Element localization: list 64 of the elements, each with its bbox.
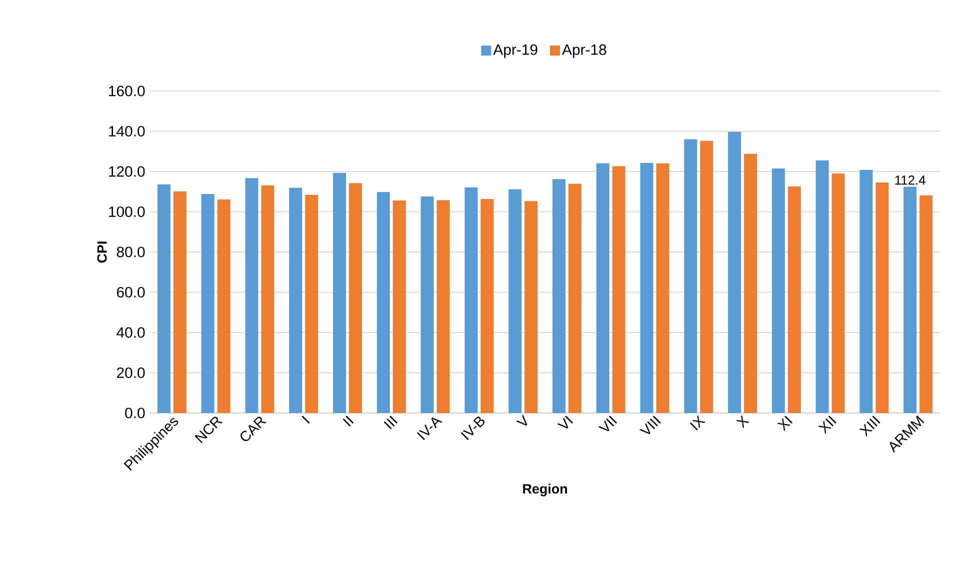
bar <box>157 184 170 413</box>
bar <box>612 166 626 413</box>
bar <box>816 160 829 413</box>
bar <box>289 188 302 413</box>
y-tick-label: 160.0 <box>109 86 145 96</box>
legend-label: Apr-18 <box>562 44 606 58</box>
bar <box>920 195 933 413</box>
y-tick-label: 20.0 <box>116 367 145 378</box>
y-tick-label: 40.0 <box>116 327 145 338</box>
bar <box>305 194 318 413</box>
bar <box>261 185 274 413</box>
x-tick-label: IX <box>690 415 706 430</box>
bar <box>333 172 346 413</box>
bar <box>640 162 654 413</box>
bar <box>480 199 494 413</box>
bar <box>700 140 714 413</box>
data-label: 112.4 <box>895 176 926 185</box>
x-tick-label: V <box>516 414 528 426</box>
bar <box>596 163 610 413</box>
bar <box>524 201 538 413</box>
y-tick-label: 60.0 <box>117 286 145 298</box>
x-tick-label: XI <box>777 416 792 432</box>
bar <box>173 191 186 413</box>
x-tick-label: IV-A <box>416 418 442 440</box>
bar <box>832 174 845 413</box>
bar <box>217 199 230 413</box>
bar <box>245 178 258 413</box>
x-tick-label: VI <box>557 416 574 428</box>
bar <box>376 192 390 413</box>
x-tick-label: II <box>342 416 354 426</box>
bar <box>744 154 758 413</box>
y-tick-label: 100.0 <box>109 206 145 218</box>
x-tick-label: XIII <box>859 416 880 437</box>
x-tick-label: IV-B <box>460 416 484 440</box>
bar <box>876 182 889 413</box>
bar <box>904 186 917 413</box>
y-tick-label: 80.0 <box>116 246 145 258</box>
bar <box>349 183 362 413</box>
bar <box>436 200 450 413</box>
y-tick-label: 120.0 <box>109 166 145 177</box>
x-tick-label: VIII <box>639 416 661 434</box>
bar <box>568 184 582 413</box>
x-tick-label: X <box>736 415 750 428</box>
bar <box>201 194 214 413</box>
y-axis-title: CPI <box>97 242 107 263</box>
bar <box>684 139 698 413</box>
legend-label: Apr-19 <box>493 44 538 58</box>
bar <box>420 196 434 413</box>
bar <box>464 187 478 413</box>
bar <box>656 163 670 413</box>
x-tick-label: III <box>384 416 398 430</box>
bar <box>788 186 801 413</box>
bar <box>508 189 522 413</box>
x-axis-title: Region <box>523 484 567 496</box>
bar <box>552 179 566 413</box>
y-tick-label: 0.0 <box>125 408 145 418</box>
bar <box>860 170 873 413</box>
y-tick-label: 140.0 <box>109 126 145 137</box>
bar <box>772 168 785 413</box>
x-tick-label: VII <box>598 416 617 432</box>
bar <box>392 200 406 413</box>
bar <box>728 132 742 413</box>
x-tick-label: I <box>302 416 310 424</box>
x-tick-label: XII <box>818 416 836 434</box>
